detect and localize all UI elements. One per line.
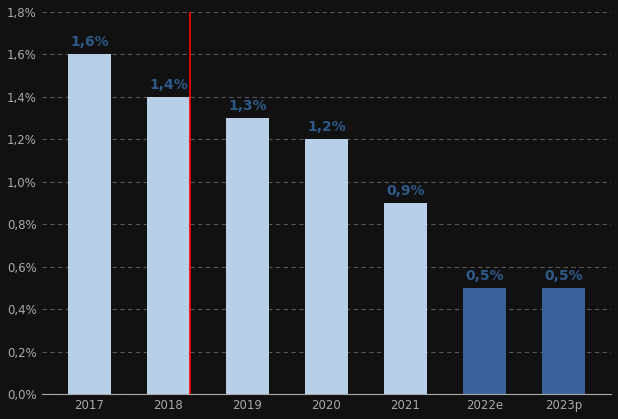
Bar [67,54,111,394]
Text: 1,6%: 1,6% [70,35,109,49]
Text: 0,9%: 0,9% [386,184,425,198]
Bar [305,140,348,394]
Bar [542,288,585,394]
Bar [226,118,269,394]
Text: 1,3%: 1,3% [228,99,266,113]
Bar [384,203,427,394]
Text: 1,4%: 1,4% [149,78,188,92]
Bar [146,97,190,394]
Bar [463,288,506,394]
Text: 0,5%: 0,5% [544,269,583,283]
Text: 1,2%: 1,2% [307,120,345,134]
Text: 0,5%: 0,5% [465,269,504,283]
